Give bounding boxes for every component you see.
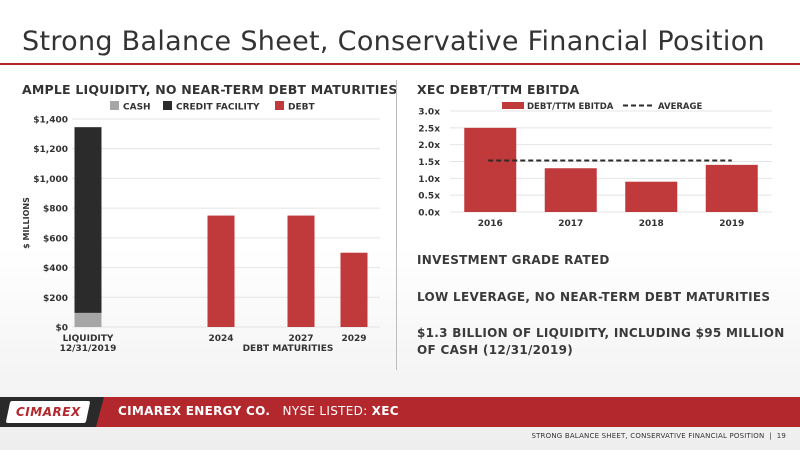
- debt-ebitda-chart: DEBT/TTM EBITDA AVERAGE 0.0x 0.5x 1.0x 1.5x 2.…: [418, 102, 772, 229]
- x-tick-label: 12/31/2019: [60, 344, 117, 354]
- legend-label: AVERAGE: [658, 102, 702, 112]
- page-footer: STRONG BALANCE SHEET, CONSERVATIVE FINAN…: [531, 432, 786, 440]
- bullet-investment-grade: INVESTMENT GRADE RATED: [417, 253, 610, 267]
- legend-label: CASH: [123, 103, 151, 113]
- chart-legend: DEBT/TTM EBITDA AVERAGE: [502, 102, 702, 112]
- bar-debt-ebitda: [625, 181, 678, 212]
- bar-debt: [340, 252, 368, 327]
- y-tick-label: 2.0x: [418, 141, 440, 151]
- title-rule: [0, 63, 800, 65]
- bar-debt-ebitda: [705, 164, 758, 212]
- company-logo: CIMAREX: [5, 401, 91, 423]
- x-tick-label: 2024: [208, 334, 233, 344]
- y-tick-label: 0.0x: [418, 209, 440, 219]
- footer-company-line: CIMAREX ENERGY CO. NYSE LISTED: XEC: [118, 404, 399, 418]
- y-tick-label: $400: [43, 264, 68, 274]
- chart-legend: CASH CREDIT FACILITY DEBT: [110, 101, 315, 113]
- x-tick-label: 2027: [288, 334, 313, 344]
- x-axis-label: DEBT MATURITIES: [243, 344, 334, 354]
- bullet-liquidity: $1.3 BILLION OF LIQUIDITY, INCLUDING $95…: [417, 326, 785, 357]
- liquidity-debt-chart: CASH CREDIT FACILITY DEBT $0 $200 $400 $600 $80…: [22, 101, 380, 354]
- legend-label: CREDIT FACILITY: [176, 103, 260, 113]
- y-tick-label: 1.5x: [418, 158, 440, 168]
- footer-company: CIMAREX ENERGY CO.: [118, 404, 271, 418]
- y-tick-label: $800: [43, 205, 68, 215]
- x-tick-label: 2018: [639, 219, 664, 229]
- y-tick-label: $200: [43, 294, 68, 304]
- footer-listed: NYSE LISTED:: [282, 404, 368, 418]
- y-axis-label: $ MILLIONS: [22, 197, 31, 249]
- bar-debt-ebitda: [544, 168, 597, 212]
- footer-ticker: XEC: [371, 404, 399, 418]
- x-tick-label: 2016: [478, 219, 503, 229]
- y-tick-label: $0: [55, 324, 68, 334]
- section-divider: [396, 80, 397, 370]
- y-tick-label: $600: [43, 234, 68, 244]
- legend-label: DEBT/TTM EBITDA: [527, 102, 614, 112]
- y-tick-label: 0.5x: [418, 192, 440, 202]
- page-number: 19: [776, 432, 786, 440]
- y-tick-label: $1,200: [33, 145, 68, 155]
- right-chart-subtitle: XEC DEBT/TTM EBITDA: [417, 82, 580, 97]
- page-title: Strong Balance Sheet, Conservative Finan…: [22, 26, 765, 57]
- y-tick-label: $1,000: [33, 175, 68, 185]
- page-footer-separator: |: [769, 432, 772, 440]
- legend-swatch: [163, 101, 172, 110]
- bar-debt-ebitda: [464, 127, 517, 212]
- left-chart-subtitle: AMPLE LIQUIDITY, NO NEAR-TERM DEBT MATUR…: [22, 82, 398, 97]
- legend-swatch: [275, 101, 284, 110]
- y-tick-label: 2.5x: [418, 124, 440, 134]
- legend-label: DEBT: [288, 103, 315, 113]
- bullet-low-leverage: LOW LEVERAGE, NO NEAR-TERM DEBT MATURITI…: [417, 290, 771, 304]
- legend-swatch: [110, 101, 119, 110]
- bar-debt: [207, 215, 235, 327]
- x-tick-label: 2017: [558, 219, 583, 229]
- footer-accent-bar: [96, 397, 800, 427]
- legend-swatch: [502, 102, 524, 109]
- x-tick-label: LIQUIDITY: [63, 334, 114, 344]
- logo-text: CIMAREX: [15, 405, 81, 419]
- bar-credit-facility: [74, 127, 102, 313]
- y-tick-label: $1,400: [33, 116, 68, 126]
- bar-cash: [74, 312, 102, 327]
- bar-debt: [287, 215, 315, 327]
- y-tick-label: 1.0x: [418, 175, 440, 185]
- page-footer-label: STRONG BALANCE SHEET, CONSERVATIVE FINAN…: [531, 432, 765, 440]
- x-tick-label: 2019: [719, 219, 744, 229]
- y-tick-label: 3.0x: [418, 108, 440, 118]
- x-tick-label: 2029: [341, 334, 366, 344]
